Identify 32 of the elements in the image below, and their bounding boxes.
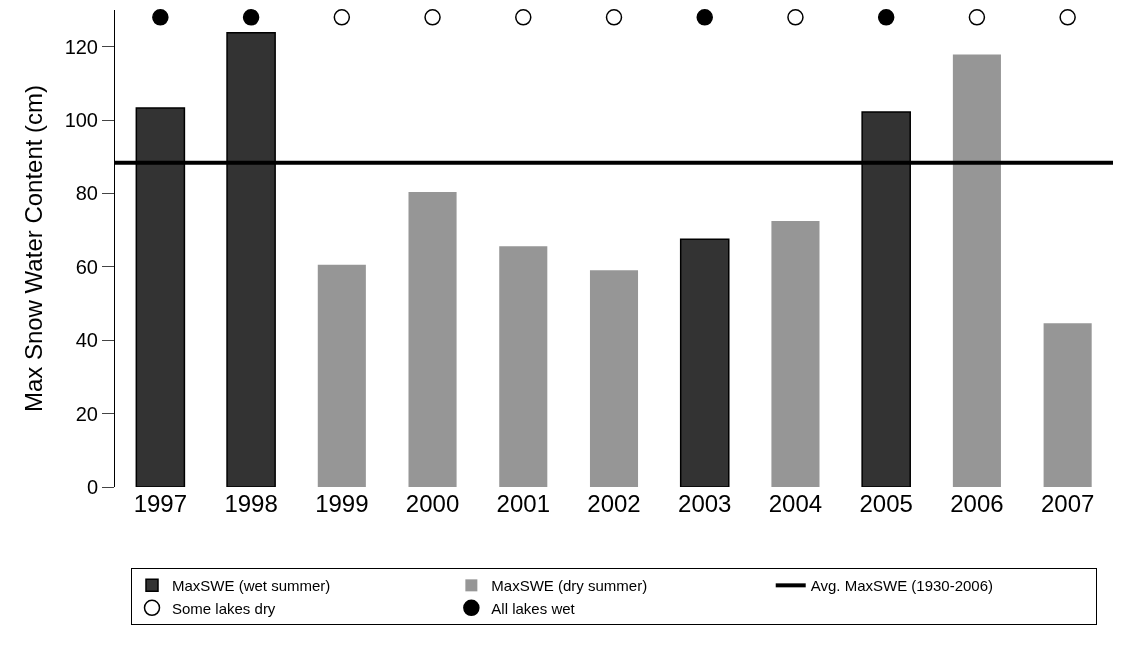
- x-tick-label: 2002: [587, 490, 641, 517]
- y-tick-label: 60: [75, 255, 98, 278]
- x-tick-label: 2000: [405, 490, 460, 517]
- legend-label: MaxSWE (wet summer): [172, 577, 331, 595]
- x-tick-label: 2005: [859, 490, 913, 517]
- bar: [499, 246, 548, 487]
- x-tick-label: 2001: [496, 490, 550, 517]
- legend-label: Avg. MaxSWE (1930-2006): [810, 577, 994, 595]
- y-tick-label: 100: [64, 109, 98, 132]
- y-tick-label: 120: [64, 35, 98, 58]
- bar: [952, 54, 1001, 487]
- y-tick-label: 40: [75, 329, 98, 352]
- x-tick-label: 2004: [768, 490, 823, 517]
- legend-label: MaxSWE (dry summer): [491, 577, 648, 595]
- x-tick-label: 2007: [1040, 490, 1095, 517]
- legend-label: All lakes wet: [491, 599, 576, 617]
- y-tick-label: 20: [75, 402, 98, 425]
- x-tick-label: 1999: [315, 490, 369, 517]
- y-axis-title: Max Snow Water Content (cm): [19, 84, 47, 413]
- x-tick-label: 2003: [678, 490, 732, 517]
- bar: [408, 191, 457, 487]
- legend-label: Some lakes dry: [172, 599, 276, 617]
- bar: [317, 264, 366, 487]
- y-tick-label: 0: [86, 476, 98, 498]
- bar: [679, 238, 730, 487]
- bar: [1043, 323, 1092, 487]
- y-tick-label: 80: [75, 182, 98, 205]
- x-tick-label: 1998: [224, 490, 278, 517]
- x-tick-label: 2006: [950, 490, 1004, 517]
- x-tick-label: 1997: [133, 490, 188, 517]
- bar: [589, 270, 639, 487]
- bar: [771, 220, 820, 487]
